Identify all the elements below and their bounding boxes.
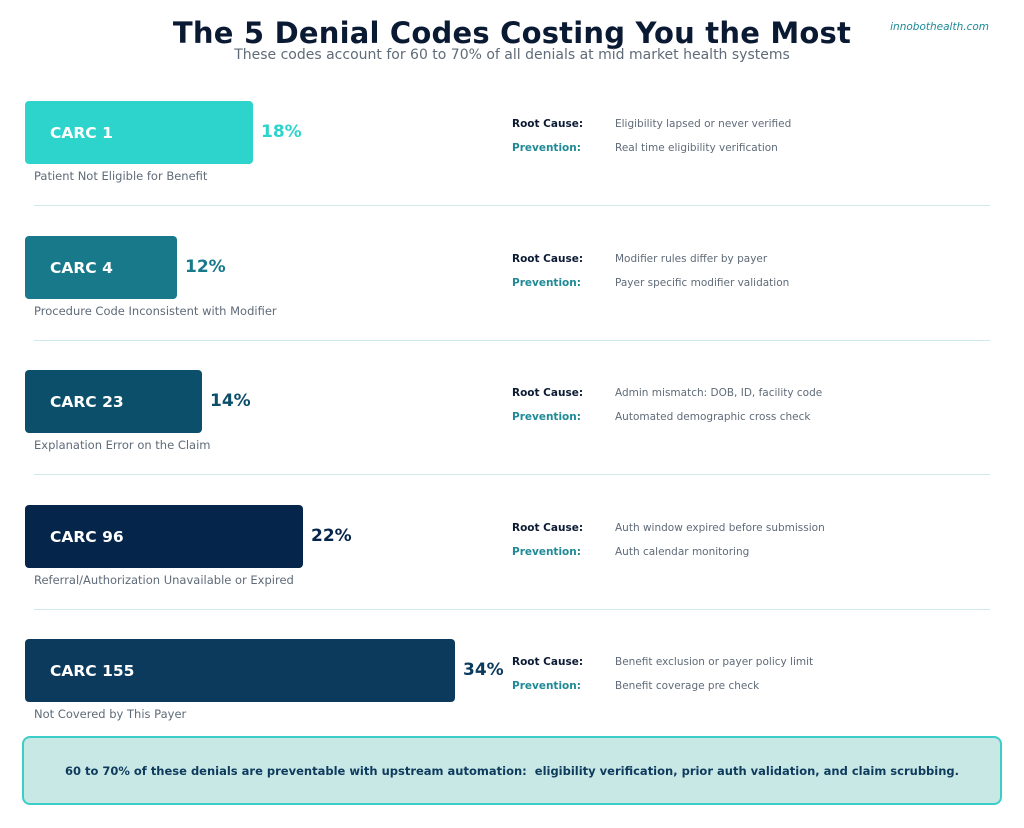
denial-row: CARC 155 34% Not Covered by This Payer Root…: [0, 639, 1024, 773]
row-divider: [34, 340, 990, 341]
chart-title: The 5 Denial Codes Costing You the Most: [172, 16, 852, 50]
bar-code-label: CARC 155: [50, 661, 135, 680]
root-cause-label: Root Cause:: [512, 656, 584, 668]
row-divider: [34, 609, 990, 610]
code-description: Procedure Code Inconsistent with Modifie…: [34, 304, 277, 318]
brand-link[interactable]: innobothealth.com: [890, 21, 989, 33]
root-cause-value: Eligibility lapsed or never verified: [615, 118, 792, 130]
bar-code-label: CARC 23: [50, 392, 124, 411]
prevention-value: Payer specific modifier validation: [615, 277, 790, 289]
root-cause-label: Root Cause:: [512, 253, 584, 265]
prevention-label: Prevention:: [512, 142, 581, 154]
root-cause-value: Admin mismatch: DOB, ID, facility code: [615, 387, 823, 399]
root-cause-label: Root Cause:: [512, 387, 584, 399]
code-description: Not Covered by This Payer: [34, 707, 187, 721]
code-description: Referral/Authorization Unavailable or Ex…: [34, 573, 294, 587]
code-description: Explanation Error on the Claim: [34, 438, 211, 452]
bar-value-label: 12%: [185, 257, 226, 277]
prevention-label: Prevention:: [512, 411, 581, 423]
bar: CARC 96: [25, 505, 303, 568]
summary-callout-text: 60 to 70% of these denials are preventab…: [64, 763, 960, 778]
row-divider: [34, 205, 990, 206]
root-cause-label: Root Cause:: [512, 522, 584, 534]
row-divider: [34, 474, 990, 475]
prevention-value: Real time eligibility verification: [615, 142, 778, 154]
chart-subtitle: These codes account for 60 to 70% of all…: [234, 47, 790, 63]
denial-row: CARC 4 12% Procedure Code Inconsistent wit…: [0, 236, 1024, 370]
code-description: Patient Not Eligible for Benefit: [34, 169, 208, 183]
bar: CARC 155: [25, 639, 455, 702]
summary-callout: 60 to 70% of these denials are preventab…: [22, 736, 1002, 805]
prevention-value: Auth calendar monitoring: [615, 546, 750, 558]
denial-row: CARC 1 18% Patient Not Eligible for Benefi…: [0, 101, 1024, 235]
bar-value-label: 14%: [210, 391, 251, 411]
bar-value-label: 18%: [261, 122, 302, 142]
root-cause-value: Benefit exclusion or payer policy limit: [615, 656, 814, 668]
prevention-label: Prevention:: [512, 546, 581, 558]
bar: CARC 1: [25, 101, 253, 164]
bar: CARC 4: [25, 236, 177, 299]
bar-code-label: CARC 4: [50, 258, 113, 277]
root-cause-value: Modifier rules differ by payer: [615, 253, 768, 265]
denial-row: CARC 96 22% Referral/Authorization Unavail…: [0, 505, 1024, 639]
prevention-label: Prevention:: [512, 277, 581, 289]
denial-row: CARC 23 14% Explanation Error on the Claim…: [0, 370, 1024, 504]
root-cause-value: Auth window expired before submission: [615, 522, 825, 534]
bar-code-label: CARC 96: [50, 527, 124, 546]
prevention-value: Automated demographic cross check: [615, 411, 811, 423]
prevention-label: Prevention:: [512, 680, 581, 692]
bar-code-label: CARC 1: [50, 123, 113, 142]
root-cause-label: Root Cause:: [512, 118, 584, 130]
bar-value-label: 22%: [311, 526, 352, 546]
bar-value-label: 34%: [463, 660, 504, 680]
prevention-value: Benefit coverage pre check: [615, 680, 760, 692]
bar: CARC 23: [25, 370, 202, 433]
